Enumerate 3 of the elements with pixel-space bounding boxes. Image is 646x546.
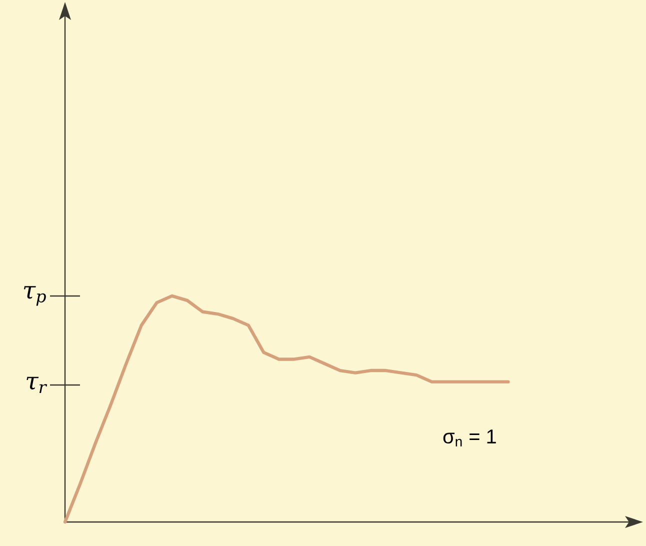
text: τ$_{p}$ (24, 286, 46, 306)
annotation: σ$_{n}$ = 1 (443, 430, 496, 446)
text: τ$_{r}$ (26, 376, 48, 394)
